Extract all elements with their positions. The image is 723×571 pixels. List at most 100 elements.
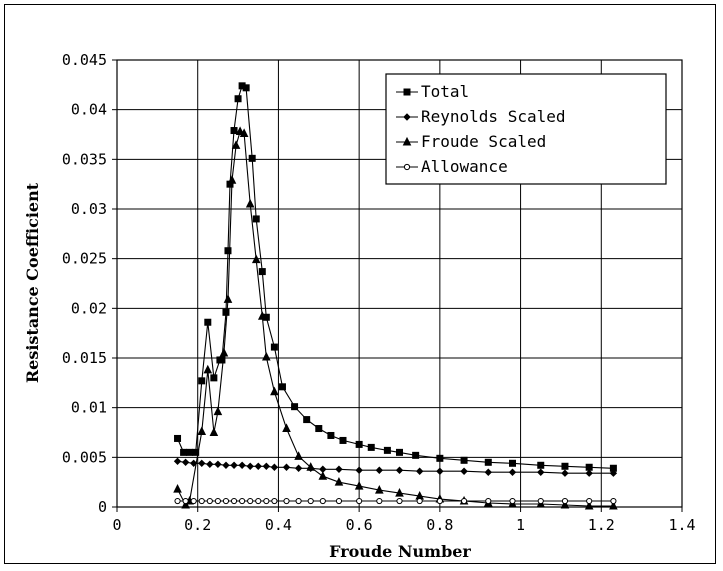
- point-allowance: [416, 497, 423, 505]
- x-tick-label: 0.6: [346, 516, 373, 534]
- x-tick-label: 1.4: [668, 516, 695, 534]
- point-froude-scaled: [282, 423, 291, 433]
- legend-label: Total: [421, 82, 469, 101]
- legend-label: Allowance: [421, 157, 508, 176]
- y-tick-labels: 0 0.005 0.01 0.015 0.02 0.025 0.03 0.035 0.04 0.0…: [62, 51, 107, 516]
- point-total: [270, 343, 278, 351]
- point-reynolds-scaled: [214, 460, 222, 468]
- point-reynolds-scaled: [246, 462, 254, 470]
- point-froude-scaled: [239, 128, 249, 138]
- point-froude-scaled: [609, 500, 618, 510]
- point-froude-scaled: [262, 351, 271, 361]
- point-froude-scaled: [223, 294, 233, 303]
- axes: [112, 59, 683, 512]
- point-froude-scaled: [197, 426, 207, 436]
- point-froude-scaled: [395, 487, 404, 497]
- point-allowance: [198, 497, 205, 505]
- point-total: [222, 308, 230, 316]
- point-allowance: [436, 497, 443, 505]
- legend-label: Reynolds Scaled: [421, 107, 566, 126]
- point-reynolds-scaled: [395, 466, 404, 474]
- point-allowance: [396, 497, 403, 505]
- point-allowance: [376, 497, 383, 505]
- point-reynolds-scaled: [189, 459, 198, 468]
- point-froude-scaled: [334, 477, 344, 486]
- point-total: [339, 436, 347, 444]
- y-tick-label: 0.015: [62, 349, 107, 367]
- point-total: [174, 434, 182, 442]
- point-total: [412, 451, 420, 459]
- point-reynolds-scaled: [585, 469, 593, 477]
- y-tick-label: 0.03: [71, 200, 107, 218]
- x-tick-label: 0.2: [184, 516, 211, 534]
- point-reynolds-scaled: [173, 457, 182, 466]
- point-total: [224, 247, 232, 255]
- point-froude-scaled: [245, 198, 255, 208]
- point-froude-scaled: [270, 386, 279, 396]
- point-reynolds-scaled: [484, 468, 492, 476]
- point-allowance: [263, 497, 270, 505]
- point-allowance: [206, 497, 213, 505]
- point-reynolds-scaled: [335, 465, 343, 473]
- point-total: [204, 318, 212, 326]
- point-reynolds-scaled: [537, 468, 545, 476]
- point-allowance: [509, 497, 516, 505]
- point-allowance: [230, 497, 238, 505]
- point-froude-scaled: [227, 175, 237, 184]
- point-allowance: [335, 497, 343, 505]
- legend-marker: [403, 113, 411, 121]
- series-group: [173, 82, 618, 510]
- point-total: [537, 461, 545, 469]
- y-tick-label: 0.045: [62, 51, 107, 69]
- point-froude-scaled: [203, 364, 213, 374]
- point-reynolds-scaled: [230, 461, 238, 469]
- point-reynolds-scaled: [238, 461, 246, 469]
- point-total: [186, 448, 194, 456]
- point-reynolds-scaled: [355, 466, 363, 474]
- point-total: [252, 215, 260, 223]
- legend-marker: [403, 88, 411, 96]
- y-tick-label: 0.04: [71, 101, 107, 119]
- point-reynolds-scaled: [375, 466, 384, 474]
- point-froude-scaled: [306, 462, 316, 471]
- point-allowance: [247, 497, 254, 505]
- point-total: [561, 462, 569, 470]
- point-total: [355, 440, 363, 448]
- point-froude-scaled: [354, 481, 364, 490]
- point-total: [303, 416, 311, 424]
- point-total: [291, 403, 299, 411]
- point-total: [248, 154, 256, 162]
- legend-marker: [403, 163, 411, 171]
- x-axis-title: Froude Number: [329, 542, 471, 561]
- point-allowance: [460, 497, 468, 505]
- y-tick-label: 0.02: [71, 299, 107, 317]
- point-total: [278, 383, 286, 391]
- point-reynolds-scaled: [222, 461, 230, 469]
- point-allowance: [586, 497, 593, 505]
- point-allowance: [295, 497, 302, 505]
- point-total: [218, 356, 226, 364]
- legend-entry-allowance: Allowance: [396, 157, 508, 176]
- legend-marker: [402, 136, 412, 146]
- x-tick-label: 1.2: [588, 516, 615, 534]
- point-total: [484, 458, 492, 466]
- point-allowance: [255, 497, 262, 505]
- point-reynolds-scaled: [282, 463, 291, 471]
- point-allowance: [222, 497, 230, 505]
- point-froude-scaled: [257, 311, 267, 320]
- x-tick-label: 0.8: [426, 516, 453, 534]
- point-total: [258, 268, 266, 276]
- point-allowance: [174, 497, 181, 505]
- point-froude-scaled: [318, 471, 328, 480]
- point-total: [242, 84, 250, 92]
- point-total: [234, 95, 242, 103]
- point-reynolds-scaled: [415, 467, 424, 475]
- point-froude-scaled: [231, 140, 241, 149]
- point-reynolds-scaled: [206, 460, 214, 468]
- point-reynolds-scaled: [436, 467, 444, 475]
- point-total: [585, 463, 593, 471]
- series-reynolds-scaled: [173, 457, 618, 477]
- point-froude-scaled: [173, 484, 182, 493]
- x-tick-label: 0: [112, 516, 121, 534]
